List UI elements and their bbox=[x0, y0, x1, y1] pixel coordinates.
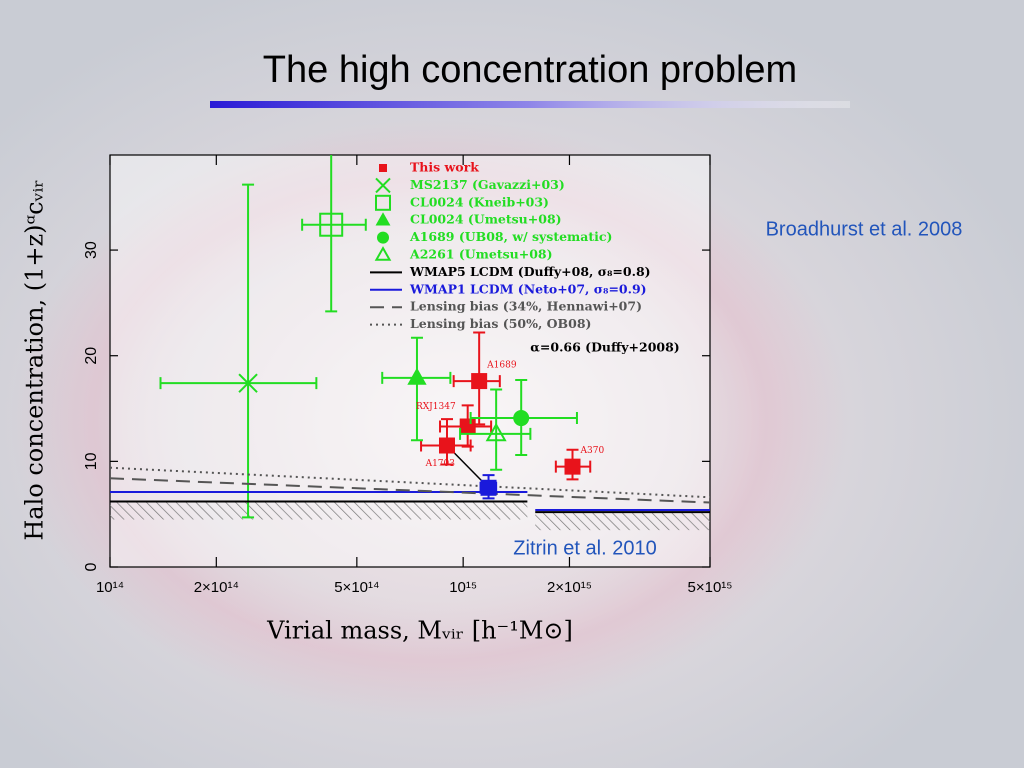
hatched-band bbox=[535, 512, 710, 531]
model-line bbox=[110, 477, 710, 504]
y-tick-label: 30 bbox=[83, 241, 100, 259]
legend-label: A2261 (Umetsu+08) bbox=[409, 247, 553, 262]
y-tick-label: 10 bbox=[83, 452, 100, 470]
legend-label: CL0024 (Kneib+03) bbox=[410, 194, 549, 209]
legend-label: WMAP5 LCDM (Duffy+08, σ₈=0.8) bbox=[409, 264, 651, 279]
legend-marker bbox=[374, 246, 392, 261]
y-error-bar bbox=[325, 155, 338, 313]
x-tick-label: 5×10¹⁴ bbox=[334, 579, 379, 596]
legend-label: Lensing bias (34%, Hennawi+07) bbox=[410, 299, 642, 314]
y-error-bar bbox=[490, 388, 503, 471]
annotation: α=0.66 (Duffy+2008) bbox=[530, 340, 679, 355]
point-label: A370 bbox=[580, 446, 605, 456]
plot-area bbox=[109, 154, 711, 568]
model-line bbox=[110, 466, 710, 499]
x-tick-label: 2×10¹⁴ bbox=[194, 579, 239, 596]
hatched-band bbox=[110, 501, 528, 520]
data-point bbox=[564, 458, 581, 475]
legend-marker bbox=[379, 164, 387, 172]
x-error-bar bbox=[159, 377, 318, 390]
data-point bbox=[438, 437, 455, 454]
galaxy-glow bbox=[10, 120, 850, 720]
slide-title: The high concentration problem bbox=[263, 49, 797, 91]
legend-marker bbox=[377, 231, 389, 244]
x-tick-label: 10¹⁴ bbox=[96, 579, 124, 596]
point-label: A1703 bbox=[425, 459, 456, 469]
y-tick-label: 20 bbox=[83, 347, 100, 365]
data-point bbox=[480, 479, 497, 496]
x-tick-label: 2×10¹⁵ bbox=[547, 579, 592, 596]
x-axis-label: Virial mass, Mᵥᵢᵣ [h⁻¹M⊙] bbox=[266, 617, 573, 645]
x-error-bar bbox=[459, 427, 532, 440]
plot-layer bbox=[110, 155, 710, 531]
annotation: Zitrin et al. 2010 bbox=[513, 537, 656, 559]
data-point bbox=[238, 373, 258, 393]
legend-label: CL0024 (Umetsu+08) bbox=[410, 212, 562, 227]
legend-label: WMAP1 LCDM (Neto+07, σ₈=0.9) bbox=[409, 281, 647, 296]
title-underline bbox=[210, 101, 850, 108]
y-error-bar bbox=[410, 336, 423, 442]
legend-label: A1689 (UB08, w/ systematic) bbox=[409, 229, 612, 244]
model-line bbox=[110, 500, 710, 514]
legend-marker bbox=[375, 212, 391, 226]
legend-marker bbox=[375, 194, 391, 211]
y-error-bar bbox=[242, 183, 255, 519]
data-point bbox=[319, 212, 344, 237]
data-point bbox=[485, 422, 507, 442]
legend-marker bbox=[375, 177, 391, 194]
y-tick-label: 0 bbox=[83, 562, 100, 571]
x-error-bar bbox=[301, 218, 367, 231]
x-tick-label: 5×10¹⁵ bbox=[688, 579, 733, 596]
point-label: A1689 bbox=[486, 361, 517, 371]
data-point bbox=[459, 418, 476, 435]
data-point bbox=[471, 373, 488, 390]
data-point bbox=[513, 410, 530, 427]
legend-label: MS2137 (Gavazzi+03) bbox=[410, 177, 565, 192]
legend-label: Lensing bias (50%, OB08) bbox=[410, 316, 591, 331]
annotation: Broadhurst et al. 2008 bbox=[766, 218, 963, 240]
legend-label: This work bbox=[410, 160, 479, 175]
point-label: RXJ1347 bbox=[416, 402, 456, 412]
x-tick-label: 10¹⁵ bbox=[449, 579, 477, 596]
y-axis-label: Halo concentration, (1+z)ᵅcᵥᵢᵣ bbox=[21, 179, 49, 540]
model-line bbox=[110, 490, 710, 511]
data-point bbox=[407, 367, 427, 385]
